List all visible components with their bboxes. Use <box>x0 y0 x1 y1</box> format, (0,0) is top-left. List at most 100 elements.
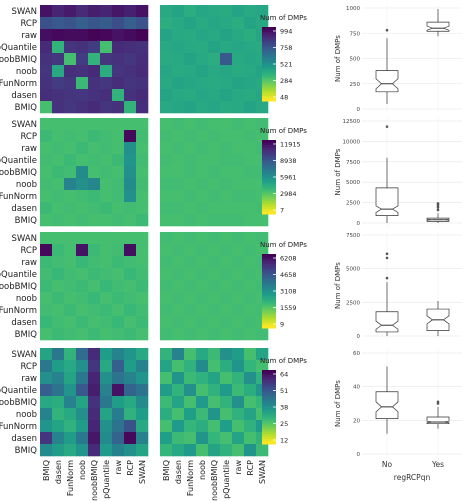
heatmap-cell <box>160 5 173 18</box>
heatmap-cell <box>196 348 209 361</box>
heatmap-cell <box>112 77 125 90</box>
heatmap-cell <box>220 41 233 54</box>
x-category-label: Yes <box>431 460 444 469</box>
heatmap-cell <box>64 166 77 179</box>
legend-gradient-segment <box>262 34 276 38</box>
heatmap-cell <box>52 372 65 385</box>
heatmap-cell <box>52 41 65 54</box>
heatmap-cell <box>40 348 53 361</box>
heatmap-cell <box>124 190 137 203</box>
legend-gradient-segment <box>262 256 276 260</box>
heatmap-cell <box>40 178 53 191</box>
heatmap-cell <box>184 178 197 191</box>
heatmap-cell <box>52 444 65 457</box>
heatmap-cell <box>100 178 113 191</box>
box-Yes <box>426 400 450 429</box>
legend-gradient-segment <box>262 374 276 378</box>
legend-gradient-segment <box>262 325 276 329</box>
heatmap-cell <box>172 232 185 245</box>
heatmap-cell <box>76 292 89 305</box>
heatmap-cell <box>196 408 209 421</box>
legend-gradient-segment <box>262 36 276 40</box>
legend-gradient-segment <box>262 149 276 153</box>
legend-gradient-segment <box>262 177 276 180</box>
heatmap-cell <box>232 5 245 18</box>
heatmap-cell <box>100 408 113 421</box>
legend-gradient-segment <box>262 83 276 87</box>
heatmap-cell <box>88 17 101 30</box>
column-label: pQuantile <box>222 460 231 499</box>
legend-gradient-segment <box>262 387 276 391</box>
heatmap-cell <box>256 360 269 373</box>
heatmap-cell <box>100 372 113 385</box>
heatmap-cell <box>52 304 65 317</box>
heatmap-cell <box>184 292 197 305</box>
legend-gradient-segment <box>262 283 276 287</box>
legend-gradient-segment <box>262 64 276 67</box>
heatmap-cell <box>40 256 53 269</box>
heatmap-cell <box>208 202 221 215</box>
heatmap-cell <box>172 256 185 269</box>
heatmap-cell <box>52 89 65 102</box>
column-label: noobBMIQ <box>90 460 99 501</box>
heatmap-cell <box>220 256 233 269</box>
heatmap-cell <box>40 328 53 341</box>
heatmap-cell <box>112 292 125 305</box>
heatmap-cell <box>244 420 257 433</box>
legend-gradient-segment <box>262 81 276 85</box>
heatmap-cell <box>208 384 221 397</box>
legend-gradient-segment <box>262 184 276 188</box>
heatmap-cell <box>208 360 221 373</box>
heatmap-cell <box>124 53 137 66</box>
heatmap-cell <box>196 5 209 18</box>
heatmap-cell <box>172 190 185 203</box>
heatmap-cell <box>172 154 185 167</box>
heatmap-cell <box>220 65 233 78</box>
heatmap-cell <box>52 118 65 131</box>
heatmap-cell <box>184 53 197 66</box>
heatmap-cell <box>52 292 65 305</box>
heatmap-cell <box>208 292 221 305</box>
heatmap-cell <box>232 53 245 66</box>
heatmap-cell <box>76 348 89 361</box>
heatmap-cell <box>88 166 101 179</box>
legend-gradient-segment <box>262 377 276 381</box>
heatmap-cell <box>88 268 101 281</box>
heatmap-cell <box>160 256 173 269</box>
heatmap-cell <box>172 268 185 281</box>
legend-gradient-segment <box>262 186 276 190</box>
heatmap-cell <box>112 65 125 78</box>
heatmap-cell <box>160 118 173 131</box>
heatmap-cell <box>160 292 173 305</box>
legend-gradient-segment <box>262 209 276 213</box>
heatmap-cell <box>76 268 89 281</box>
heatmap-cell <box>208 77 221 90</box>
legend-tick-label: 994 <box>280 28 292 36</box>
heatmap-cell <box>244 256 257 269</box>
heatmap-cell <box>100 202 113 215</box>
heatmap-cell <box>208 17 221 30</box>
heatmap-cell <box>64 408 77 421</box>
heatmap-cell <box>220 5 233 18</box>
row-label: noob <box>16 294 37 304</box>
heatmap-cell <box>220 432 233 445</box>
heatmap-cell <box>184 166 197 179</box>
heatmap-cell <box>64 348 77 361</box>
heatmap-cell <box>160 444 173 457</box>
heatmap-cell <box>196 41 209 54</box>
y-tick-label: 500 <box>350 57 361 63</box>
heatmap-cell <box>160 328 173 341</box>
legend-gradient-segment <box>262 416 276 420</box>
outlier-point <box>436 202 440 205</box>
legend-gradient-segment <box>262 39 276 43</box>
heatmap-cell <box>184 444 197 457</box>
legend-gradient-segment <box>262 414 276 418</box>
legend-gradient-segment <box>262 305 276 309</box>
heatmap-cell <box>244 384 257 397</box>
heatmap-cell <box>184 118 197 131</box>
legend-gradient-segment <box>262 431 276 435</box>
heatmap-cell <box>196 190 209 203</box>
heatmap-cell <box>184 256 197 269</box>
heatmap-cell <box>160 77 173 90</box>
legend-gradient-segment <box>262 44 276 48</box>
